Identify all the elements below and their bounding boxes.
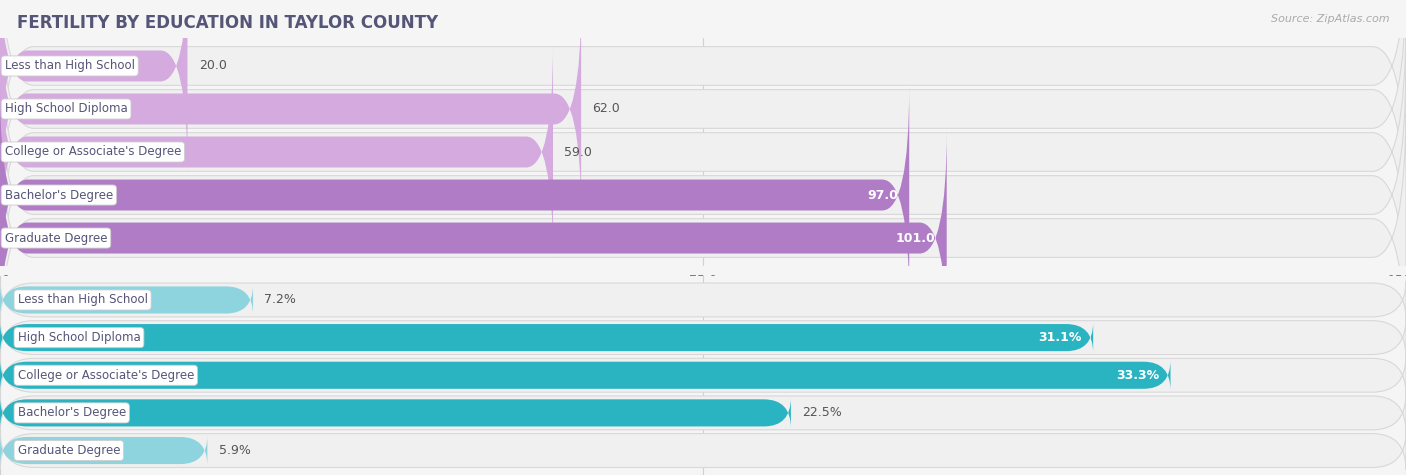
FancyBboxPatch shape <box>0 0 187 174</box>
Text: 33.3%: 33.3% <box>1116 369 1159 382</box>
Text: 20.0: 20.0 <box>198 59 226 73</box>
FancyBboxPatch shape <box>0 281 1406 319</box>
Text: 22.5%: 22.5% <box>801 407 842 419</box>
FancyBboxPatch shape <box>0 44 553 260</box>
FancyBboxPatch shape <box>0 0 581 218</box>
Text: Less than High School: Less than High School <box>4 59 135 73</box>
FancyBboxPatch shape <box>0 394 1406 432</box>
Text: 62.0: 62.0 <box>592 103 620 115</box>
FancyBboxPatch shape <box>0 0 1406 201</box>
Text: 31.1%: 31.1% <box>1039 331 1083 344</box>
Text: 59.0: 59.0 <box>564 145 592 159</box>
FancyBboxPatch shape <box>0 103 1406 373</box>
FancyBboxPatch shape <box>0 431 1406 470</box>
FancyBboxPatch shape <box>0 59 1406 331</box>
Text: 5.9%: 5.9% <box>219 444 250 457</box>
Text: High School Diploma: High School Diploma <box>4 103 128 115</box>
FancyBboxPatch shape <box>0 86 910 304</box>
Text: High School Diploma: High School Diploma <box>17 331 141 344</box>
FancyBboxPatch shape <box>0 285 253 315</box>
Text: FERTILITY BY EDUCATION IN TAYLOR COUNTY: FERTILITY BY EDUCATION IN TAYLOR COUNTY <box>17 14 439 32</box>
FancyBboxPatch shape <box>0 356 1406 394</box>
Text: Graduate Degree: Graduate Degree <box>4 231 107 245</box>
FancyBboxPatch shape <box>0 130 946 346</box>
Text: 101.0: 101.0 <box>896 231 935 245</box>
Text: Source: ZipAtlas.com: Source: ZipAtlas.com <box>1271 14 1389 24</box>
Text: Bachelor's Degree: Bachelor's Degree <box>17 407 125 419</box>
FancyBboxPatch shape <box>0 17 1406 287</box>
Text: Graduate Degree: Graduate Degree <box>17 444 120 457</box>
Text: 97.0: 97.0 <box>868 189 898 201</box>
Text: Bachelor's Degree: Bachelor's Degree <box>4 189 112 201</box>
FancyBboxPatch shape <box>0 360 1170 390</box>
Text: Less than High School: Less than High School <box>17 294 148 306</box>
Text: 7.2%: 7.2% <box>264 294 297 306</box>
FancyBboxPatch shape <box>0 398 790 428</box>
FancyBboxPatch shape <box>0 435 208 466</box>
FancyBboxPatch shape <box>0 322 1094 353</box>
FancyBboxPatch shape <box>0 0 1406 245</box>
Text: College or Associate's Degree: College or Associate's Degree <box>4 145 181 159</box>
Text: College or Associate's Degree: College or Associate's Degree <box>17 369 194 382</box>
FancyBboxPatch shape <box>0 318 1406 357</box>
